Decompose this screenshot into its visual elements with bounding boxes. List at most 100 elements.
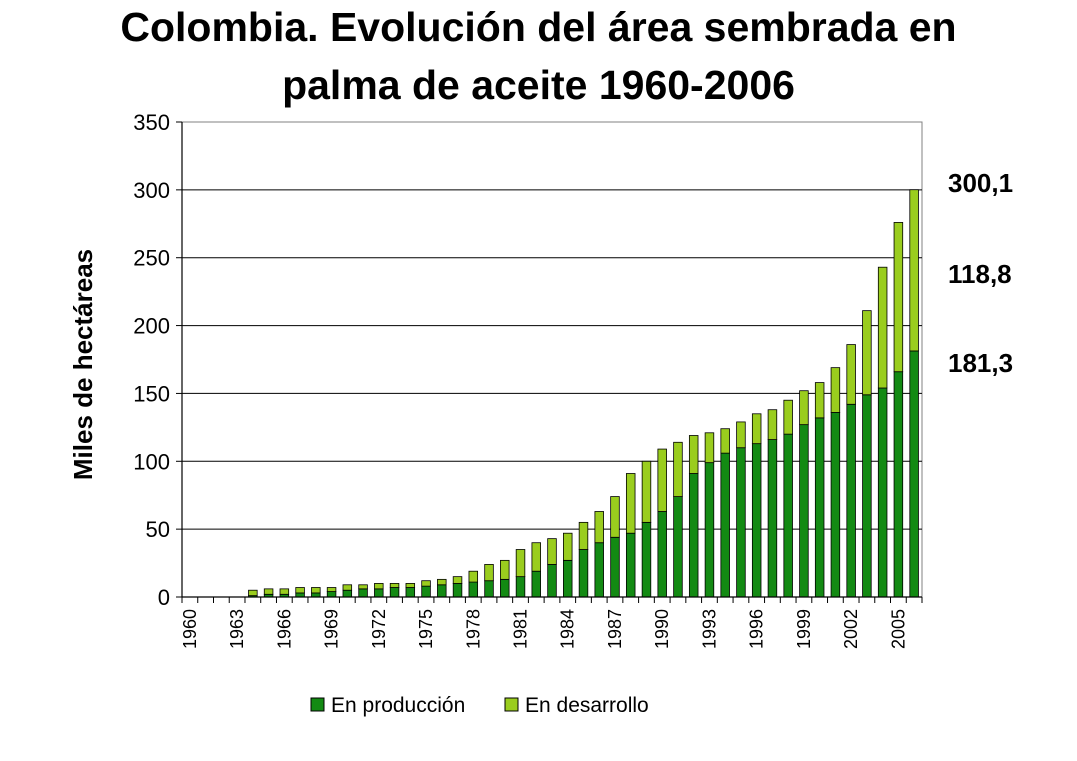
bar-en-desarrollo	[358, 584, 368, 590]
y-tick-label: 150	[133, 381, 170, 406]
bar-en-produccion	[909, 350, 919, 598]
bar-en-desarrollo	[484, 564, 494, 582]
bar-en-produccion	[657, 511, 667, 598]
bar-en-produccion	[405, 587, 416, 598]
bar-en-desarrollo	[704, 432, 715, 464]
x-tick-label: 1960	[180, 609, 200, 649]
bar-en-desarrollo	[673, 441, 683, 497]
bar-en-produccion	[358, 588, 368, 598]
bar-en-produccion	[720, 452, 730, 598]
x-tick-label: 2005	[888, 609, 908, 649]
bar-en-desarrollo	[736, 421, 746, 449]
bar-en-produccion	[862, 394, 872, 598]
bar-en-desarrollo	[311, 587, 321, 594]
bar-en-produccion	[342, 589, 353, 598]
bar-en-desarrollo	[326, 587, 337, 592]
x-tick-label: 1996	[747, 609, 767, 649]
bar-en-desarrollo	[452, 576, 463, 584]
value-annotation: 181,3	[948, 348, 1013, 378]
bar-en-produccion	[814, 417, 825, 598]
legend-swatch-en-produccion	[310, 697, 325, 712]
bar-en-desarrollo	[405, 583, 416, 588]
bar-en-desarrollo	[594, 511, 604, 544]
bar-en-desarrollo	[862, 310, 872, 396]
bar-en-produccion	[531, 570, 541, 598]
bar-en-desarrollo	[437, 578, 447, 586]
x-tick-label: 1984	[558, 609, 578, 649]
x-tick-label: 1987	[605, 609, 625, 649]
bar-en-produccion	[311, 592, 321, 598]
bar-en-produccion	[688, 473, 699, 598]
bar-en-produccion	[295, 592, 305, 598]
bar-en-desarrollo	[610, 496, 620, 538]
plot-area	[181, 121, 923, 598]
bar-en-produccion	[374, 588, 384, 598]
bar-en-produccion	[751, 443, 762, 598]
bar-en-desarrollo	[263, 588, 274, 595]
bar-en-desarrollo	[248, 589, 258, 597]
bar-en-produccion	[389, 587, 400, 598]
bar-en-produccion	[736, 447, 746, 598]
bar-en-produccion	[437, 584, 447, 598]
bar-en-produccion	[799, 424, 809, 598]
y-tick-label: 300	[133, 178, 170, 203]
bar-en-desarrollo	[909, 189, 919, 352]
y-tick-label: 0	[158, 585, 170, 610]
bar-en-desarrollo	[279, 588, 290, 595]
bar-en-produccion	[783, 433, 793, 598]
x-tick-label: 1972	[369, 609, 389, 649]
bar-en-produccion	[594, 542, 604, 598]
y-tick-label: 350	[133, 110, 170, 135]
x-tick-label: 1975	[416, 609, 436, 649]
bar-en-desarrollo	[783, 399, 793, 435]
x-tick-label: 1963	[227, 609, 247, 649]
bar-en-desarrollo	[877, 266, 888, 389]
bar-en-produccion	[846, 403, 856, 598]
bar-en-produccion	[767, 439, 778, 598]
bar-en-produccion	[893, 371, 904, 598]
bar-en-desarrollo	[814, 382, 825, 419]
bar-en-desarrollo	[893, 222, 904, 373]
bar-en-produccion	[830, 412, 841, 598]
value-annotation: 118,8	[948, 259, 1012, 289]
y-tick-label: 200	[133, 314, 170, 339]
y-axis-label: Miles de hectáreas	[68, 249, 98, 480]
bar-en-desarrollo	[688, 435, 699, 474]
bar-en-desarrollo	[389, 583, 400, 588]
y-tick-label: 50	[146, 517, 170, 542]
x-tick-label: 1993	[699, 609, 719, 649]
chart-title-line-1: Colombia. Evolución del área sembrada en	[120, 4, 957, 50]
value-annotation: 300,1	[948, 168, 1013, 198]
bar-en-produccion	[500, 578, 510, 598]
bar-en-produccion	[547, 564, 557, 598]
x-tick-label: 2002	[841, 609, 861, 649]
bar-en-produccion	[641, 521, 652, 598]
bar-en-produccion	[877, 387, 888, 598]
y-tick-label: 100	[133, 449, 170, 474]
bar-en-desarrollo	[578, 521, 589, 550]
bar-en-desarrollo	[830, 367, 841, 413]
bar-en-desarrollo	[846, 344, 856, 405]
chart-title: Colombia. Evolución del área sembrada en…	[0, 0, 1077, 114]
bar-en-desarrollo	[468, 570, 479, 583]
bar-en-desarrollo	[720, 428, 730, 454]
bar-en-produccion	[625, 532, 636, 598]
x-tick-label: 1981	[511, 609, 531, 649]
bar-en-produccion	[421, 585, 431, 598]
x-tick-label: 1966	[274, 609, 294, 649]
bar-en-desarrollo	[421, 580, 431, 587]
bar-en-produccion	[704, 462, 715, 598]
bar-en-desarrollo	[295, 587, 305, 594]
bar-en-produccion	[563, 559, 573, 598]
bar-en-desarrollo	[657, 448, 667, 512]
bar-en-desarrollo	[547, 538, 557, 565]
bar-en-produccion	[484, 580, 494, 598]
legend-swatch-en-desarrollo	[504, 697, 519, 712]
bar-en-produccion	[452, 583, 463, 598]
x-tick-label: 1969	[322, 609, 342, 649]
bar-en-desarrollo	[625, 473, 636, 534]
bar-en-desarrollo	[563, 532, 573, 561]
bar-en-desarrollo	[751, 413, 762, 445]
bar-en-desarrollo	[531, 542, 541, 572]
